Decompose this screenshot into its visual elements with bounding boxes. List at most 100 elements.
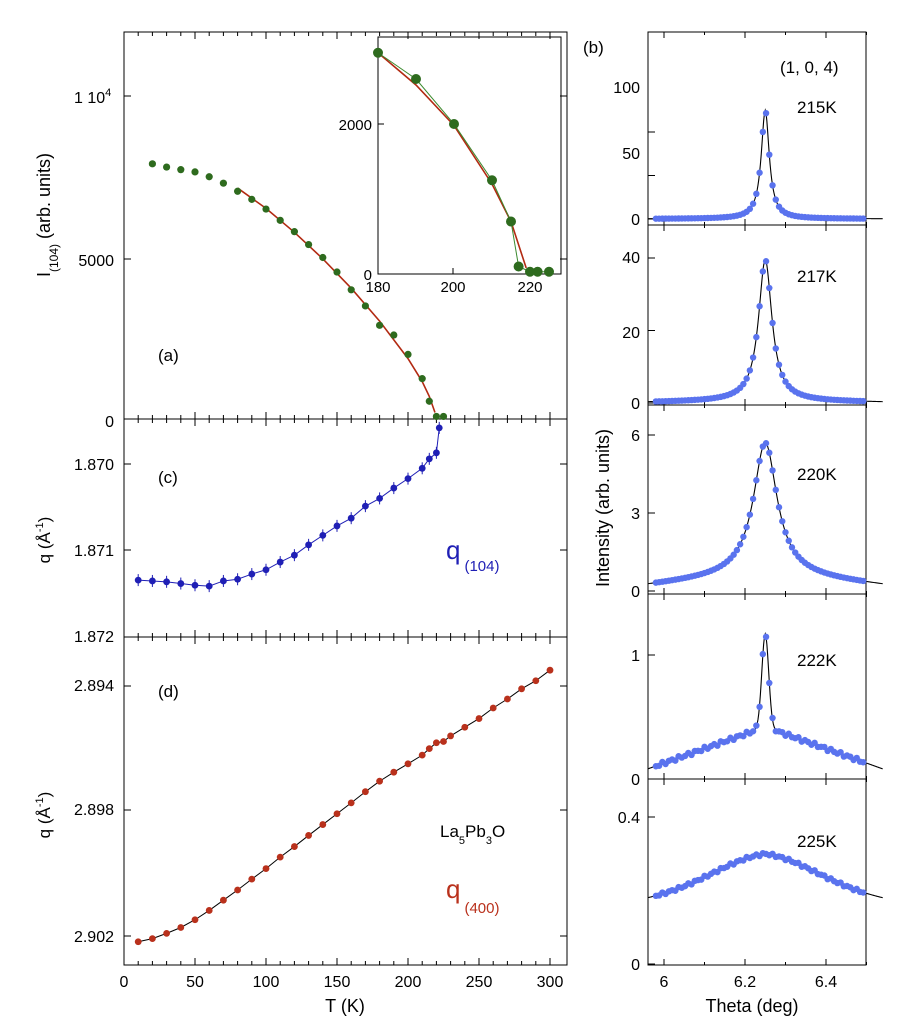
inset-point [487, 175, 497, 186]
b1-ytick-50: 50 [622, 146, 640, 163]
a-ytick-1e4: 1 104 [74, 87, 111, 107]
inset-point [544, 266, 554, 277]
panel-d-point [390, 768, 398, 776]
a-ylabel-rest: (arb. units) [34, 153, 54, 244]
panel-b-point-3 [762, 633, 770, 641]
panel-b-point-2 [743, 523, 750, 531]
panel-c-point [347, 514, 355, 522]
c-ytick-0: 1.870 [74, 457, 114, 474]
panel-c-point [305, 541, 312, 549]
panel-d-point [546, 666, 554, 674]
panel-b-point-3 [714, 742, 721, 749]
compound-pb: Pb [465, 822, 486, 841]
panel-d-point [220, 896, 227, 904]
panel-b-point-3 [740, 733, 747, 740]
c-ytick-1: 1.871 [74, 543, 114, 560]
panel-b-point-0 [769, 182, 776, 189]
c-ylabel-end: ) [35, 517, 54, 523]
panel-b-point-0 [762, 109, 770, 117]
inset-xtick-200: 200 [440, 279, 465, 296]
b4-ytick-0: 0 [631, 772, 640, 789]
panel-c-line [138, 427, 440, 587]
a-ylabel-sub: (104) [47, 244, 61, 272]
d-ylabel-main: q (Å [35, 806, 54, 838]
compound-o: O [492, 822, 505, 841]
panel-a-point [418, 375, 426, 383]
panel-b-point-2 [740, 533, 747, 540]
panel-d-point [518, 685, 525, 693]
panel-b-point-3 [749, 728, 757, 735]
panel-d-point [461, 723, 469, 731]
panel-a-point [234, 187, 242, 195]
left-xtick-0: 0 [120, 974, 129, 991]
panel-d-point [376, 777, 383, 785]
c-annotation-q: q [446, 535, 460, 565]
panel-a-label: (a) [158, 346, 179, 365]
panel-b-point-2 [746, 511, 754, 518]
compound-3: 3 [486, 835, 492, 847]
panel-c-point [234, 575, 242, 583]
panel-b-frame-4 [647, 778, 867, 966]
panel-b-point-2 [772, 486, 779, 494]
panel-b-point-2 [860, 577, 867, 585]
inset-point [513, 261, 524, 272]
panel-b-point-2 [785, 537, 792, 544]
d-ylabel: q (Å-1) [34, 792, 54, 839]
panel-b-point-0 [756, 169, 763, 176]
panel-b-point-1 [769, 319, 776, 327]
panel-b-point-1 [749, 354, 757, 361]
panel-c-point [425, 455, 433, 463]
panel-b-point-3 [769, 714, 776, 722]
panel-c-frame [123, 418, 568, 638]
panel-b-point-4 [860, 889, 867, 896]
panel-c-point [418, 464, 426, 472]
panel-a-point [305, 240, 313, 249]
panel-c-point [404, 475, 412, 483]
panel-c-point [291, 551, 298, 559]
panel-d-point [504, 695, 511, 703]
panel-c-point [220, 577, 227, 585]
panel-a-point [177, 166, 185, 174]
panel-b-point-3 [837, 748, 844, 756]
panel-b-point-2 [766, 449, 773, 456]
right-xtick-62: 6.2 [734, 974, 756, 991]
panel-b-point-0 [746, 205, 754, 213]
panel-b-point-1 [740, 380, 747, 388]
panel-a-point [347, 286, 355, 294]
panel-a-point [205, 173, 213, 181]
left-xtick-50: 50 [186, 974, 204, 991]
panel-d-point [276, 853, 284, 861]
a-ytick-5000: 5000 [78, 253, 114, 270]
b2-ytick-20: 20 [622, 325, 640, 342]
b4-ytick-1: 1 [631, 648, 640, 665]
panel-b-point-1 [753, 333, 760, 341]
panel-b-point-0 [749, 200, 757, 207]
panel-b-point-2 [762, 440, 770, 447]
left-xtick-300: 300 [537, 974, 564, 991]
right-xtick-6: 6 [660, 974, 669, 991]
panel-a-point [163, 163, 171, 171]
panel-c-point [191, 581, 199, 589]
panel-c-point [134, 576, 142, 584]
panel-d-point [475, 715, 483, 722]
a-ytick-1e4-sup: 4 [105, 87, 111, 99]
panel-a-point [425, 397, 433, 405]
b1-ytick-100: 100 [613, 80, 640, 97]
panel-c-point [149, 577, 156, 585]
a-ylabel-main: I [34, 272, 54, 277]
panel-b-point-1 [775, 361, 783, 368]
panel-c-point [262, 566, 270, 574]
panel-b-point-2 [749, 495, 757, 503]
panel-c-point [319, 531, 327, 539]
panel-b-point-1 [860, 397, 867, 405]
b1-ytick-0: 0 [631, 212, 640, 229]
panel-a-point [361, 302, 369, 310]
panel-b-point-0 [860, 215, 867, 222]
panel-c-point [177, 580, 185, 587]
b5-ytick-0: 0 [631, 957, 640, 974]
left-xtick-250: 250 [466, 974, 493, 991]
temp-222: 222K [797, 651, 837, 670]
c-ylabel-main: q (Å [35, 531, 54, 563]
right-ylabel: Intensity (arb. units) [593, 429, 613, 587]
panel-d-point [433, 739, 440, 747]
